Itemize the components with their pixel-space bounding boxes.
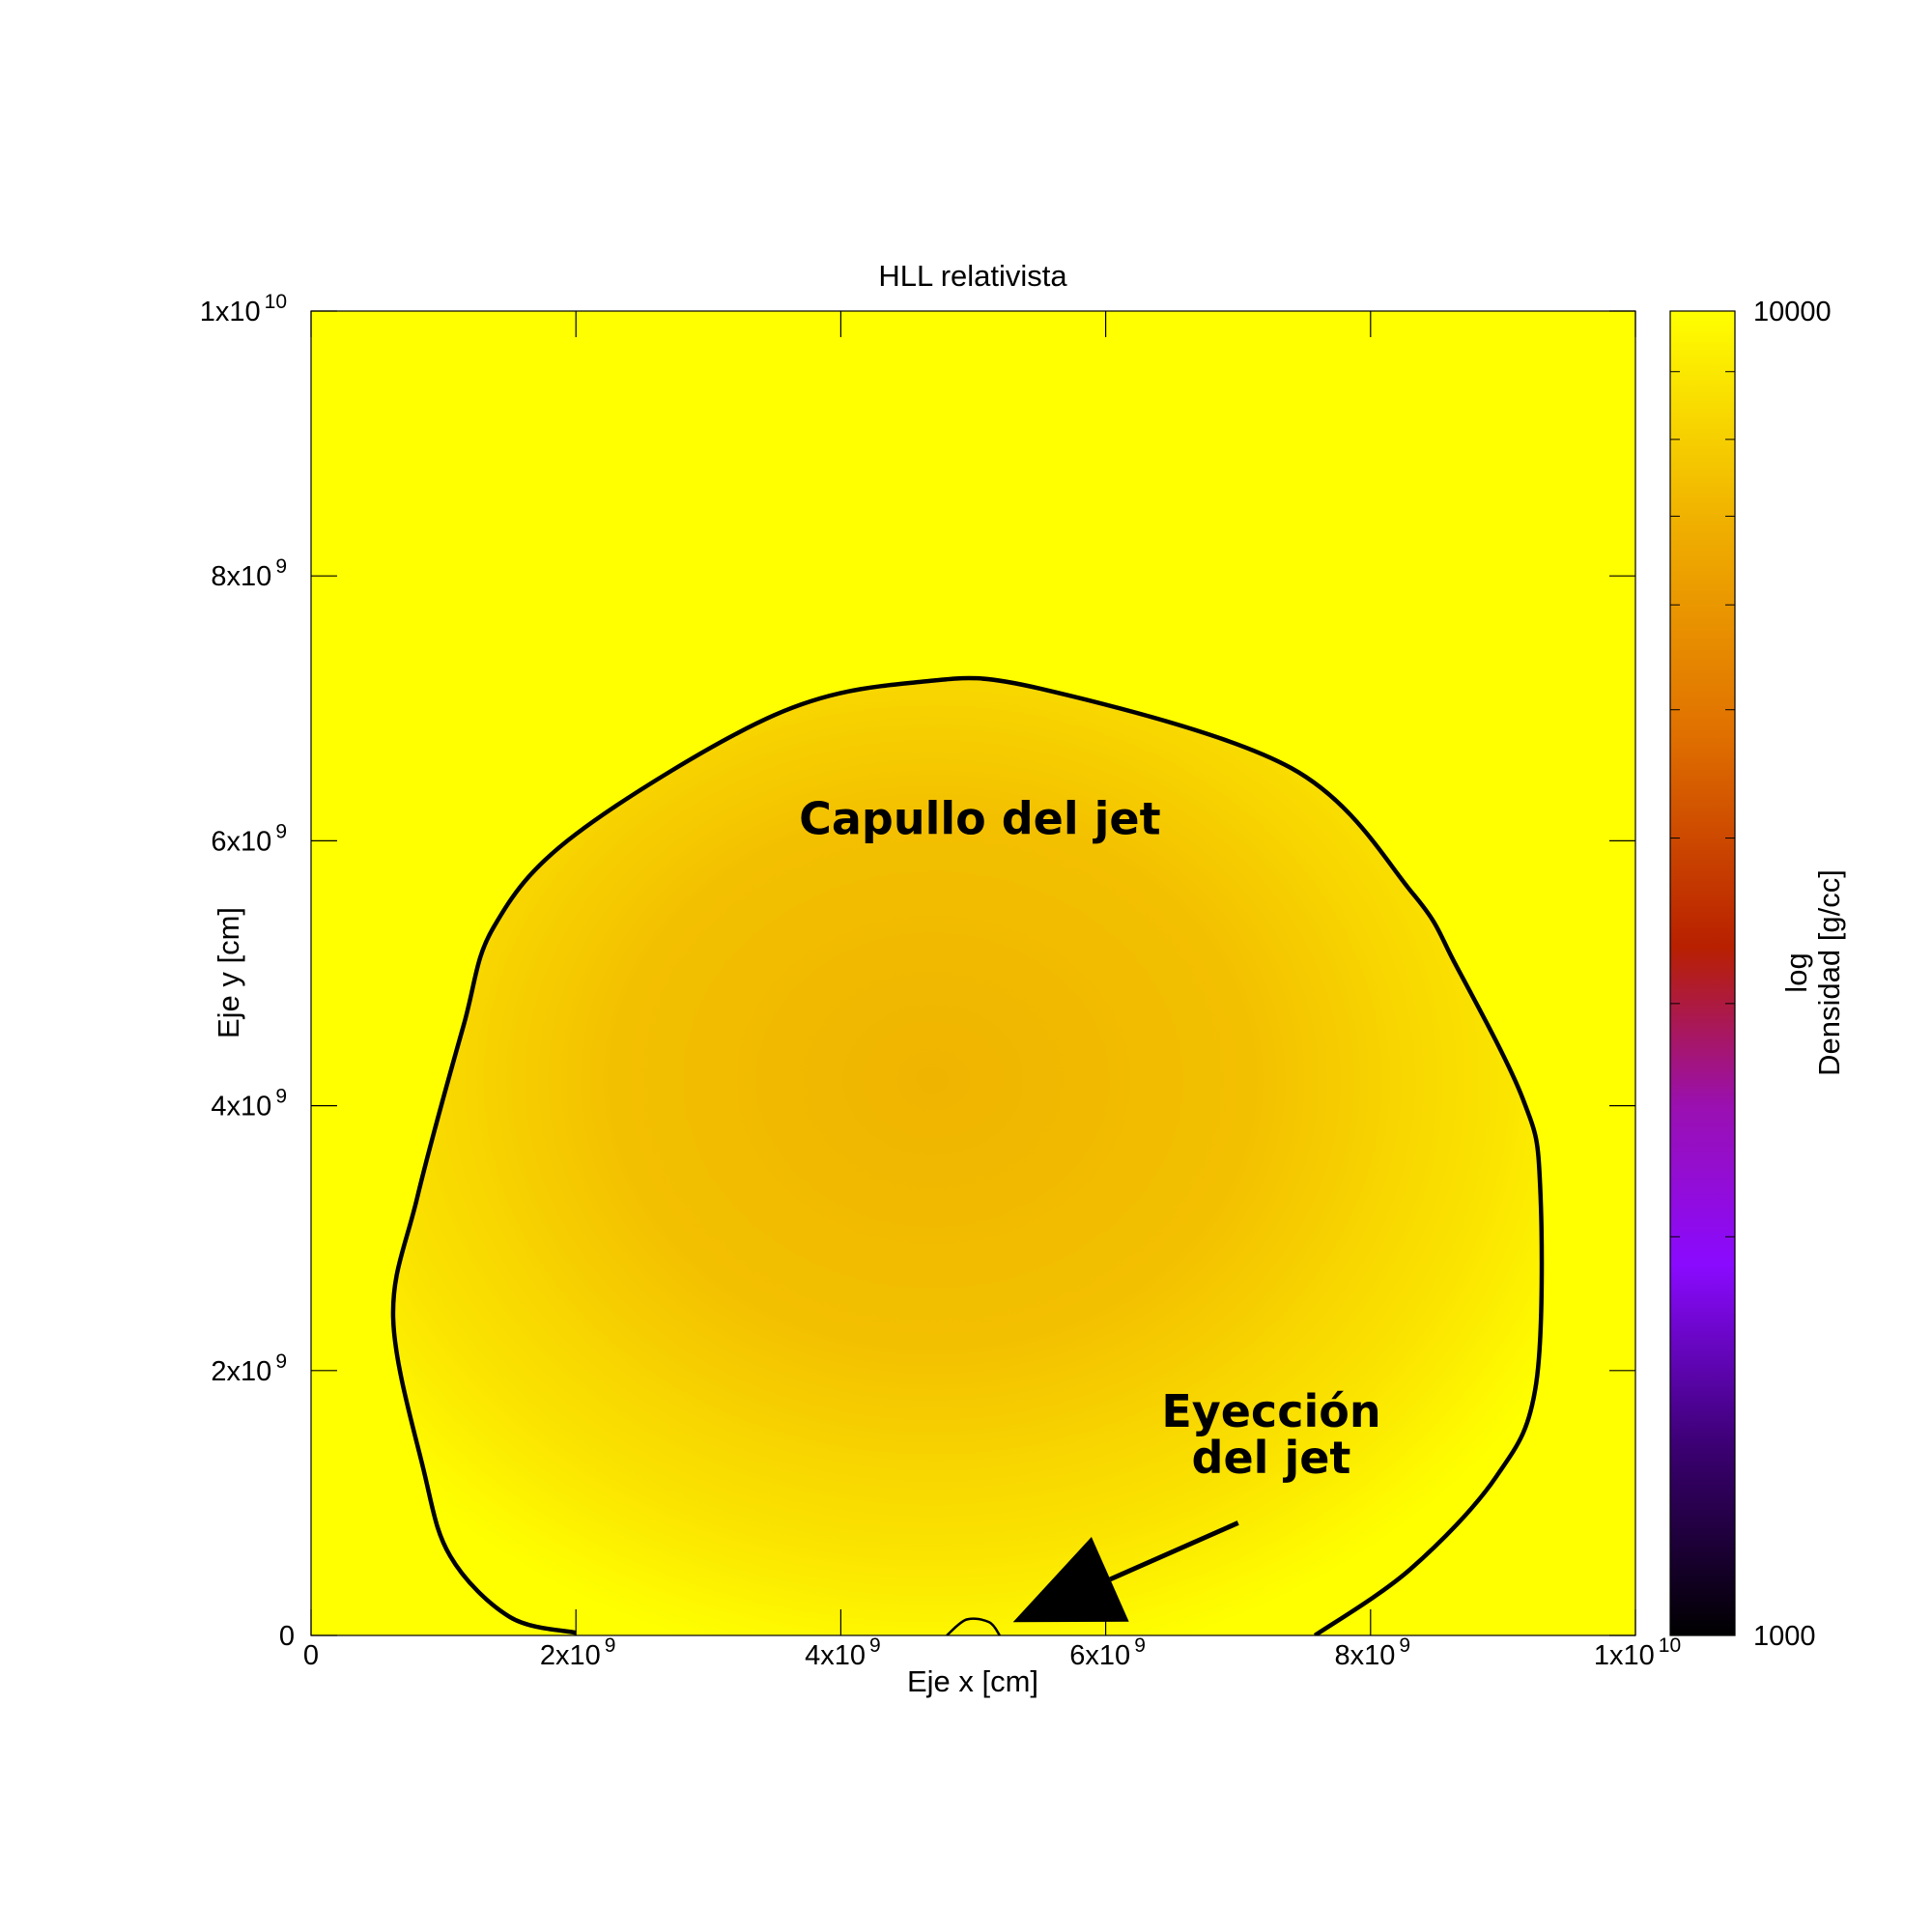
y-tick-label: 6x10 9 (211, 820, 287, 857)
jet-nozzle-density-region (854, 1463, 1093, 1635)
colorbar: 10000 1000 log Densidad [g/cc] (1669, 297, 1846, 1652)
x-axis-label: Eje x [cm] (907, 1664, 1038, 1698)
colorbar-tick-label: 1000 (1753, 1621, 1816, 1652)
chart-title: HLL relativista (878, 259, 1067, 293)
colorbar-title: log Densidad [g/cc] (1779, 869, 1846, 1076)
y-tick-label: 0 (279, 1621, 295, 1652)
annotation-eyeccion-line2: del jet (1192, 1432, 1351, 1484)
x-tick-label: 8x10 9 (1335, 1634, 1411, 1671)
annotation-arrow-head (1012, 1536, 1129, 1623)
y-axis-label: Eje y [cm] (212, 907, 245, 1038)
x-tick-label: 6x10 9 (1069, 1634, 1146, 1671)
y-tick-label: 4x10 9 (211, 1086, 287, 1122)
x-tick-label: 0 (303, 1640, 319, 1671)
plot-border (310, 310, 1636, 1636)
y-tick-label: 1x10 10 (200, 291, 287, 327)
y-tick-label: 8x10 9 (211, 555, 287, 592)
colorbar-ticks (1670, 310, 1735, 1636)
cocoon-contour-line (390, 675, 1545, 1635)
annotation-capullo-del-jet: Capullo del jet (799, 793, 1161, 845)
x-tick-label: 2x10 9 (540, 1634, 616, 1671)
x-tick-label: 4x10 9 (805, 1634, 881, 1671)
colorbar-title-line1: log (1779, 952, 1813, 992)
colorbar-gradient (1669, 310, 1736, 1636)
annotation-eyeccion-del-jet: Eyección del jet (1012, 1385, 1381, 1623)
colorbar-title-line2: Densidad [g/cc] (1812, 869, 1846, 1076)
x-tick-labels: 0 2x10 9 4x10 9 6x10 9 8x10 9 1x10 10 (303, 1634, 1681, 1671)
x-tick-label: 1x10 10 (1594, 1634, 1681, 1671)
colorbar-tick-labels: 10000 1000 (1753, 297, 1832, 1652)
annotation-eyeccion-line1: Eyección (1161, 1385, 1380, 1437)
annotation-arrow-shaft (1109, 1520, 1239, 1582)
y-tick-labels: 0 2x10 9 4x10 9 6x10 9 8x10 9 1x10 10 (200, 291, 295, 1652)
colorbar-tick-label: 10000 (1753, 297, 1832, 327)
plot-area (310, 310, 1636, 1636)
nozzle-contour-line (946, 1617, 1001, 1635)
y-tick-label: 2x10 9 (211, 1350, 287, 1387)
cocoon-density-region (392, 677, 1543, 1635)
